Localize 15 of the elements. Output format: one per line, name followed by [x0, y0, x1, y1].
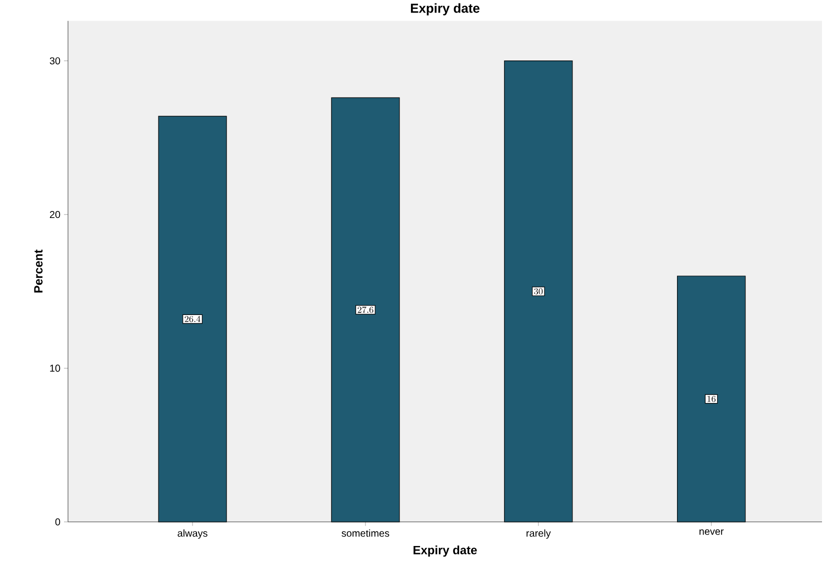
- data-label: 16: [708, 396, 716, 402]
- y-axis-title: Percent: [34, 250, 43, 293]
- chart-title: Expiry date: [410, 3, 480, 16]
- x-tick-label: sometimes: [342, 529, 390, 537]
- x-tick-label: rarely: [526, 529, 551, 539]
- y-tick-label: 0: [55, 518, 60, 526]
- x-tick-label: always: [178, 529, 208, 539]
- x-axis-title: Expiry date: [414, 546, 477, 557]
- y-tick-label: 30: [50, 57, 60, 64]
- y-tick-label: 10: [50, 364, 60, 372]
- data-label: 26.4: [184, 316, 200, 322]
- y-tick-label: 20: [50, 211, 60, 218]
- x-tick-label: never: [700, 529, 724, 535]
- data-label: 30: [534, 288, 543, 295]
- data-label: 27.6: [358, 306, 374, 313]
